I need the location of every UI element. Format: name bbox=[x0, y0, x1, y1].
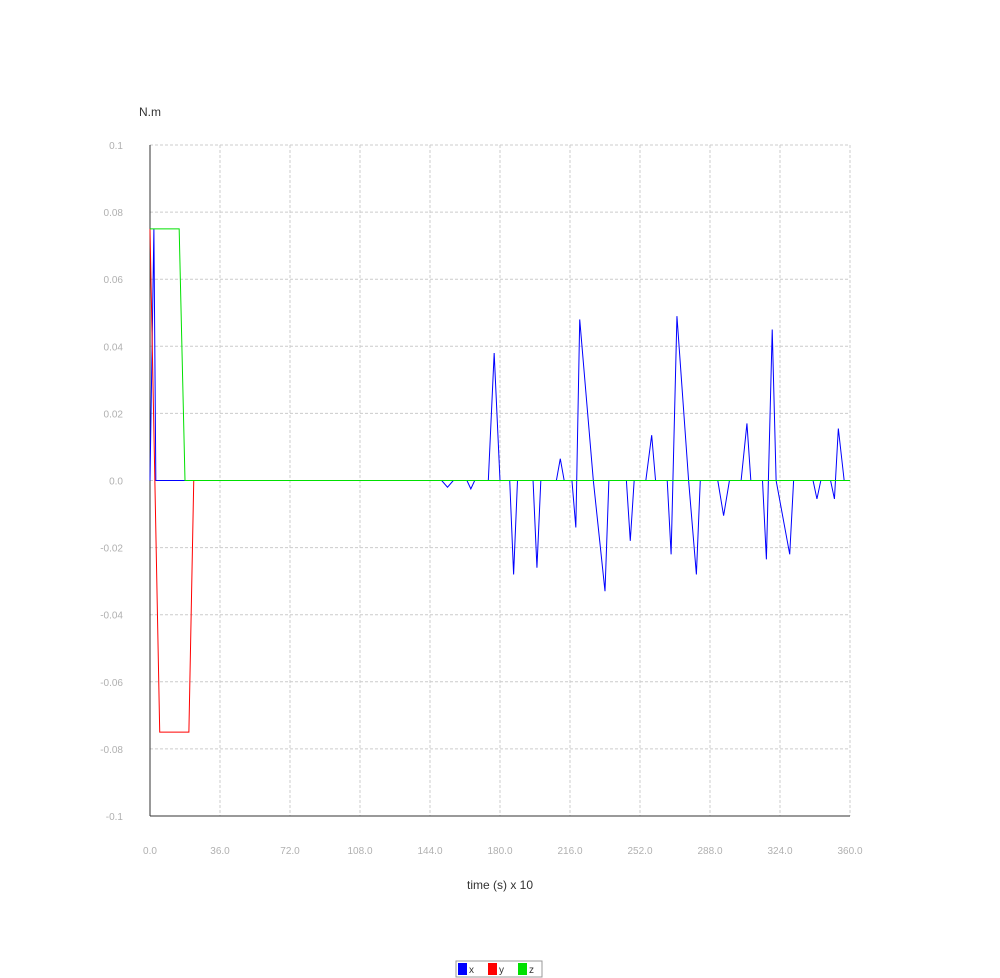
y-tick-label: -0.1 bbox=[106, 812, 124, 823]
y-tick-label: 0.1 bbox=[109, 141, 123, 152]
x-axis-ticks: 0.0 36.0 72.0 108.0 144.0 180.0 216.0 252.0 288.… bbox=[143, 846, 863, 857]
x-tick-label: 144.0 bbox=[417, 846, 442, 857]
legend-swatch-z bbox=[518, 963, 527, 975]
x-tick-label: 360.0 bbox=[837, 846, 862, 857]
x-tick-label: 180.0 bbox=[487, 846, 512, 857]
legend-label-y: y bbox=[499, 965, 504, 976]
legend-swatch-y bbox=[488, 963, 497, 975]
y-tick-label: -0.04 bbox=[100, 611, 123, 622]
y-tick-label: 0.06 bbox=[104, 275, 124, 286]
x-tick-label: 324.0 bbox=[767, 846, 792, 857]
legend-swatch-x bbox=[458, 963, 467, 975]
x-tick-label: 216.0 bbox=[557, 846, 582, 857]
legend: x y z bbox=[455, 960, 543, 978]
y-axis-title: N.m bbox=[139, 105, 161, 119]
x-tick-label: 0.0 bbox=[143, 846, 157, 857]
y-tick-label: 0.08 bbox=[104, 208, 124, 219]
x-axis-title: time (s) x 10 bbox=[467, 878, 533, 892]
y-tick-label: 0.04 bbox=[104, 342, 124, 353]
y-tick-label: -0.02 bbox=[100, 544, 123, 555]
y-axis-ticks: 0.1 0.08 0.06 0.04 0.02 0.0 -0.02 -0.04 -0.06 -0.… bbox=[100, 141, 123, 823]
x-tick-label: 252.0 bbox=[627, 846, 652, 857]
legend-label-x: x bbox=[469, 965, 474, 976]
y-tick-label: 0.0 bbox=[109, 477, 123, 488]
x-tick-label: 36.0 bbox=[210, 846, 230, 857]
series-layer bbox=[149, 228, 850, 733]
x-tick-label: 72.0 bbox=[280, 846, 300, 857]
series-line-z bbox=[150, 228, 850, 481]
x-tick-label: 108.0 bbox=[347, 846, 372, 857]
legend-label-z: z bbox=[529, 965, 534, 976]
y-tick-label: 0.02 bbox=[104, 409, 124, 420]
x-tick-label: 288.0 bbox=[697, 846, 722, 857]
y-tick-label: -0.08 bbox=[100, 745, 123, 756]
y-tick-label: -0.06 bbox=[100, 678, 123, 689]
